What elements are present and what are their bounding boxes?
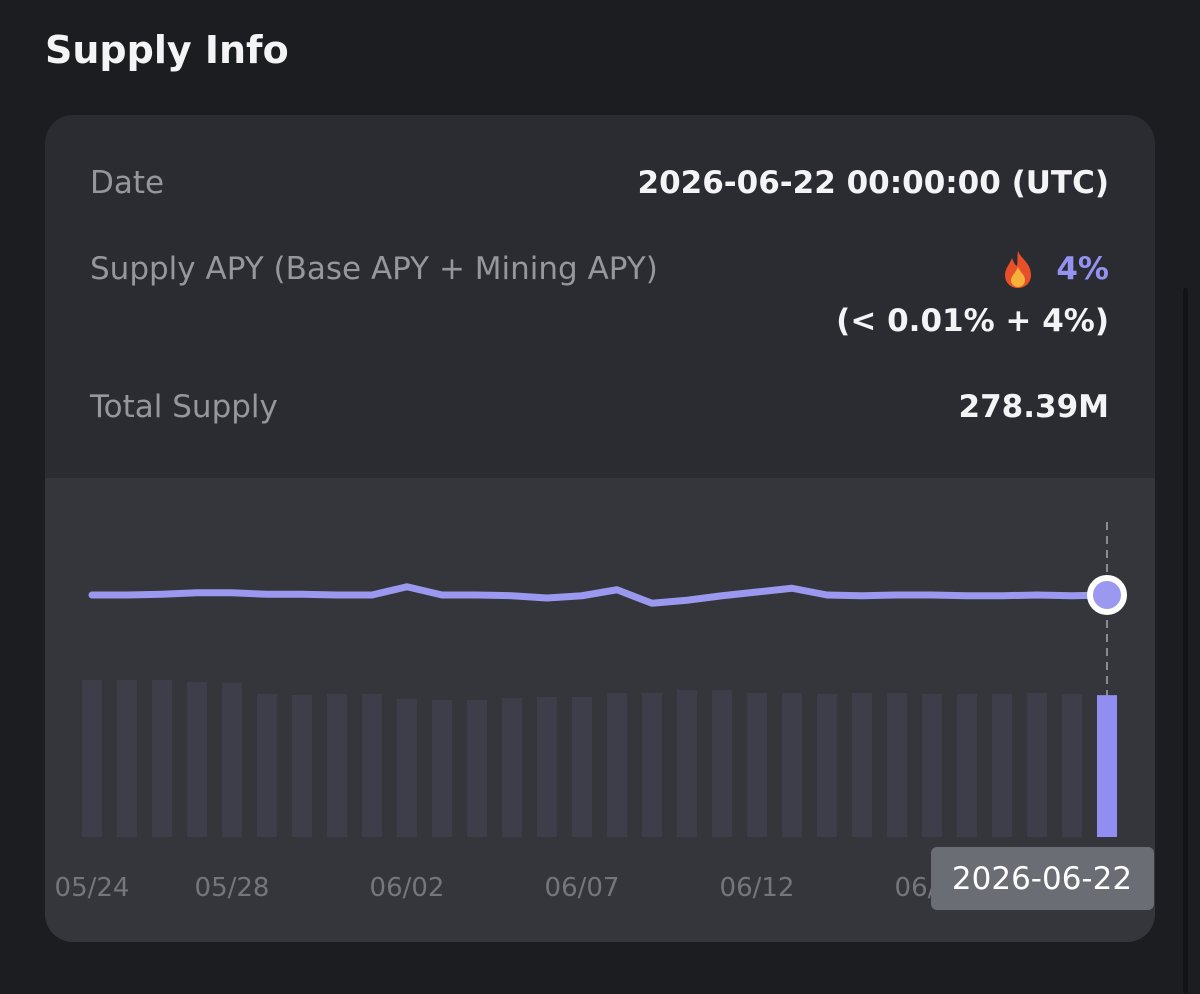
bar: [957, 694, 977, 837]
x-tick-label: 05/24: [55, 873, 130, 903]
bar: [502, 697, 522, 837]
row-value: 278.39M: [958, 389, 1109, 425]
bar: [712, 689, 732, 837]
row-label: Total Supply: [90, 389, 278, 425]
apy-value: 4%: [1056, 251, 1109, 287]
bar: [537, 696, 557, 837]
x-tick-label: 05/28: [195, 873, 270, 903]
bar: [1097, 695, 1117, 837]
bar: [327, 694, 347, 837]
bar: [187, 681, 207, 837]
bar: [922, 694, 942, 837]
bar: [642, 693, 662, 837]
bar: [677, 689, 697, 837]
tooltip-text: 2026-06-22: [952, 861, 1132, 897]
bar: [1062, 694, 1082, 837]
x-tick-label: 06/12: [720, 873, 795, 903]
bar: [572, 696, 592, 837]
supply-card: Date 2026-06-22 00:00:00 (UTC) Supply AP…: [45, 115, 1155, 942]
bar: [992, 694, 1012, 837]
bar: [1027, 693, 1047, 837]
row-value: 2026-06-22 00:00:00 (UTC): [637, 165, 1110, 201]
bar: [887, 693, 907, 837]
bar: [152, 680, 172, 837]
bar: [817, 694, 837, 837]
bar: [432, 699, 452, 837]
tooltip-box: [931, 847, 1154, 910]
bar: [782, 693, 802, 837]
x-tick-label: 06/07: [545, 873, 620, 903]
bar: [467, 699, 487, 837]
row-label: Supply APY (Base APY + Mining APY): [90, 251, 658, 287]
bar: [607, 693, 627, 837]
bar: [257, 694, 277, 837]
bar: [292, 694, 312, 837]
line: [88, 583, 1111, 607]
bar: [747, 693, 767, 837]
bar: [397, 699, 417, 837]
bar: [222, 683, 242, 837]
scrollbar: [1183, 288, 1188, 994]
selected-point: [1087, 575, 1127, 615]
fire-icon: [1005, 251, 1031, 288]
apy-detail: (< 0.01% + 4%): [836, 303, 1109, 339]
x-tick-label: 06/02: [370, 873, 445, 903]
bar: [362, 694, 382, 837]
bar: [117, 680, 137, 837]
row-label: Date: [90, 165, 165, 201]
bar: [82, 680, 102, 837]
section-title: Supply Info: [45, 28, 289, 72]
bar: [852, 693, 872, 837]
